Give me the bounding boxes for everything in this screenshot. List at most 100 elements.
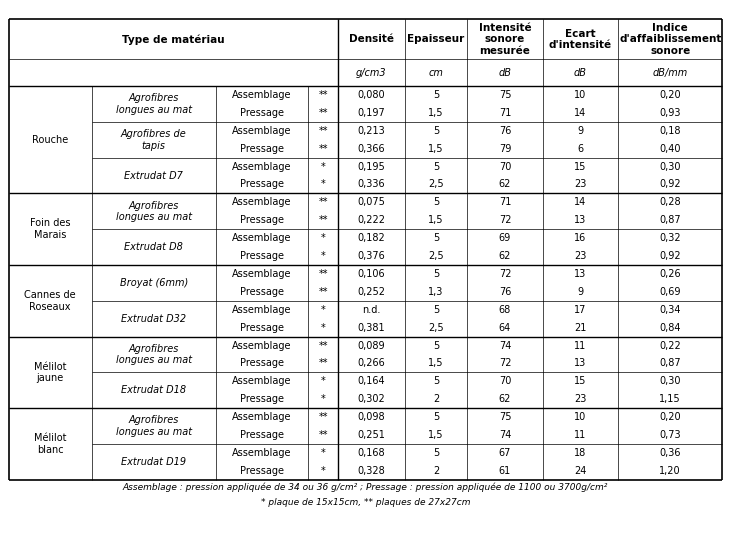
Text: 0,213: 0,213 xyxy=(357,126,385,136)
Text: 76: 76 xyxy=(499,287,511,297)
Text: **: ** xyxy=(319,341,328,351)
Text: 2: 2 xyxy=(433,466,439,476)
Text: 72: 72 xyxy=(499,358,511,368)
Text: 23: 23 xyxy=(575,179,587,189)
Text: 72: 72 xyxy=(499,269,511,279)
Text: Broyat (6mm): Broyat (6mm) xyxy=(120,278,188,288)
Text: * plaque de 15x15cm, ** plaques de 27x27cm: * plaque de 15x15cm, ** plaques de 27x27… xyxy=(261,498,470,507)
Text: 1,5: 1,5 xyxy=(428,215,444,225)
Text: *: * xyxy=(321,394,325,404)
Text: 0,381: 0,381 xyxy=(357,322,385,333)
Text: 5: 5 xyxy=(433,126,439,136)
Text: 71: 71 xyxy=(499,108,511,118)
Text: 5: 5 xyxy=(433,90,439,100)
Text: *: * xyxy=(321,179,325,189)
Text: 71: 71 xyxy=(499,198,511,208)
Text: 2,5: 2,5 xyxy=(428,251,444,261)
Text: **: ** xyxy=(319,287,328,297)
Text: Agrofibres
longues au mat: Agrofibres longues au mat xyxy=(115,344,192,365)
Text: 70: 70 xyxy=(499,376,511,386)
Text: 2: 2 xyxy=(433,394,439,404)
Text: 0,366: 0,366 xyxy=(357,144,385,153)
Text: 23: 23 xyxy=(575,251,587,261)
Text: *: * xyxy=(321,305,325,315)
Text: 14: 14 xyxy=(575,108,586,118)
Text: Extrudat D19: Extrudat D19 xyxy=(121,457,186,467)
Text: 0,20: 0,20 xyxy=(659,90,681,100)
Text: cm: cm xyxy=(428,68,444,78)
Text: 11: 11 xyxy=(575,341,586,351)
Text: 79: 79 xyxy=(499,144,511,153)
Text: 0,22: 0,22 xyxy=(659,341,681,351)
Text: Assemblage: Assemblage xyxy=(232,269,292,279)
Text: Extrudat D7: Extrudat D7 xyxy=(124,171,183,181)
Text: 16: 16 xyxy=(575,233,586,243)
Text: 11: 11 xyxy=(575,430,586,440)
Text: Assemblage : pression appliquée de 34 ou 36 g/cm² ; Pressage : pression appliqué: Assemblage : pression appliquée de 34 ou… xyxy=(123,482,608,492)
Text: Rouche: Rouche xyxy=(32,135,68,145)
Text: Mélilot
jaune: Mélilot jaune xyxy=(34,362,67,383)
Text: Pressage: Pressage xyxy=(240,358,284,368)
Text: Pressage: Pressage xyxy=(240,251,284,261)
Text: 0,075: 0,075 xyxy=(357,198,385,208)
Text: 0,164: 0,164 xyxy=(357,376,385,386)
Text: **: ** xyxy=(319,108,328,118)
Text: 0,87: 0,87 xyxy=(659,215,681,225)
Text: Pressage: Pressage xyxy=(240,430,284,440)
Text: Assemblage: Assemblage xyxy=(232,376,292,386)
Text: Assemblage: Assemblage xyxy=(232,198,292,208)
Text: Assemblage: Assemblage xyxy=(232,341,292,351)
Text: 67: 67 xyxy=(499,448,511,458)
Text: 0,098: 0,098 xyxy=(357,412,385,422)
Text: 5: 5 xyxy=(433,448,439,458)
Text: 10: 10 xyxy=(575,90,586,100)
Text: 2,5: 2,5 xyxy=(428,322,444,333)
Text: 0,251: 0,251 xyxy=(357,430,385,440)
Text: **: ** xyxy=(319,269,328,279)
Text: 0,32: 0,32 xyxy=(659,233,681,243)
Text: 0,30: 0,30 xyxy=(659,376,681,386)
Text: 5: 5 xyxy=(433,233,439,243)
Text: **: ** xyxy=(319,358,328,368)
Text: Intensité
sonore
mesurée: Intensité sonore mesurée xyxy=(479,23,531,56)
Text: Type de matériau: Type de matériau xyxy=(122,34,225,45)
Text: 74: 74 xyxy=(499,341,511,351)
Text: 5: 5 xyxy=(433,162,439,172)
Text: Pressage: Pressage xyxy=(240,215,284,225)
Text: Assemblage: Assemblage xyxy=(232,412,292,422)
Text: 0,92: 0,92 xyxy=(659,179,681,189)
Text: 0,302: 0,302 xyxy=(357,394,385,404)
Text: 5: 5 xyxy=(433,198,439,208)
Text: Extrudat D32: Extrudat D32 xyxy=(121,314,186,323)
Text: 1,5: 1,5 xyxy=(428,144,444,153)
Text: 0,182: 0,182 xyxy=(357,233,385,243)
Text: 62: 62 xyxy=(499,251,511,261)
Text: 62: 62 xyxy=(499,179,511,189)
Text: Assemblage: Assemblage xyxy=(232,90,292,100)
Text: 15: 15 xyxy=(575,162,587,172)
Text: Densité: Densité xyxy=(349,34,394,44)
Text: 0,266: 0,266 xyxy=(357,358,385,368)
Text: 0,197: 0,197 xyxy=(357,108,385,118)
Text: 0,168: 0,168 xyxy=(357,448,385,458)
Text: g/cm3: g/cm3 xyxy=(356,68,387,78)
Text: 5: 5 xyxy=(433,305,439,315)
Text: 17: 17 xyxy=(575,305,587,315)
Text: 70: 70 xyxy=(499,162,511,172)
Text: **: ** xyxy=(319,412,328,422)
Text: 0,195: 0,195 xyxy=(357,162,385,172)
Text: Assemblage: Assemblage xyxy=(232,448,292,458)
Text: Extrudat D8: Extrudat D8 xyxy=(124,242,183,252)
Text: 9: 9 xyxy=(577,126,583,136)
Text: Agrofibres
longues au mat: Agrofibres longues au mat xyxy=(115,93,192,115)
Text: 68: 68 xyxy=(499,305,511,315)
Text: 13: 13 xyxy=(575,215,586,225)
Text: Pressage: Pressage xyxy=(240,322,284,333)
Text: 0,376: 0,376 xyxy=(357,251,385,261)
Text: 1,5: 1,5 xyxy=(428,108,444,118)
Text: **: ** xyxy=(319,430,328,440)
Text: 62: 62 xyxy=(499,394,511,404)
Text: *: * xyxy=(321,233,325,243)
Text: Cannes de
Roseaux: Cannes de Roseaux xyxy=(24,290,76,311)
Text: 0,93: 0,93 xyxy=(659,108,681,118)
